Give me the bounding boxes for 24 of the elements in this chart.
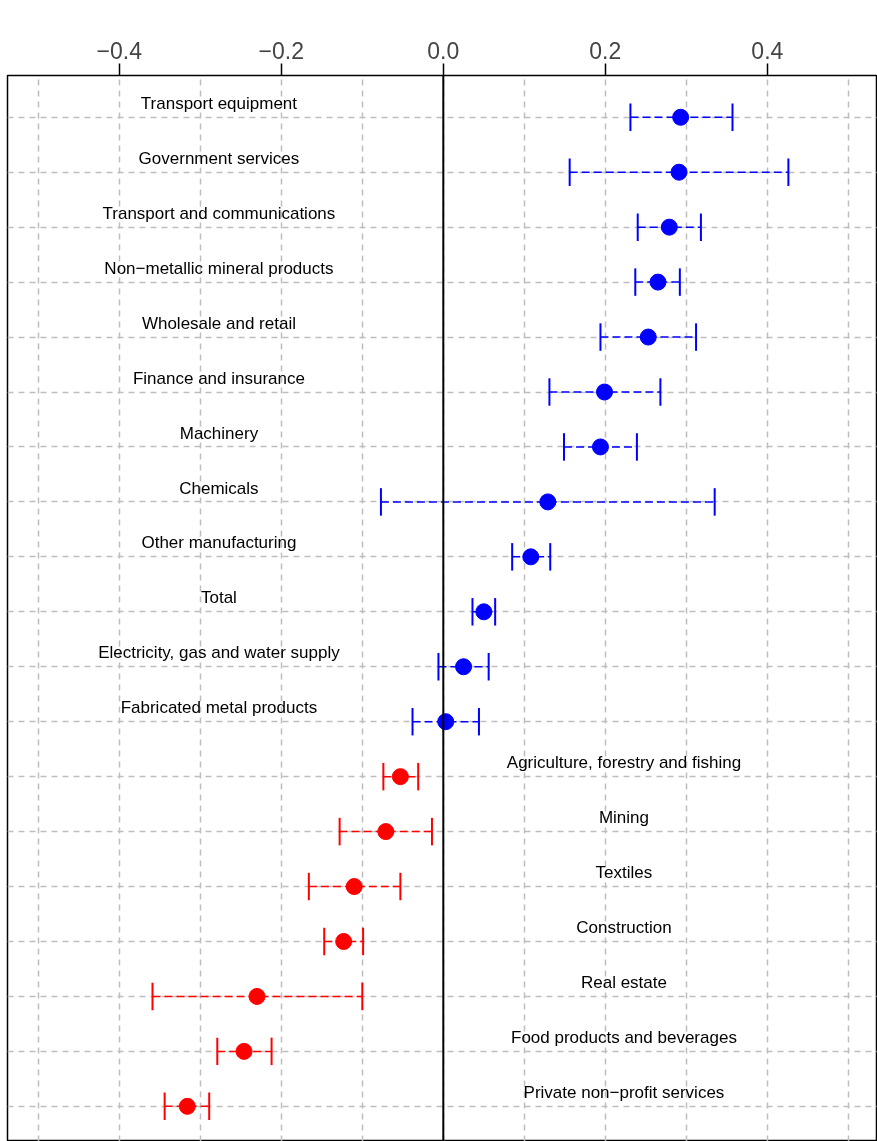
x-tick-label: 0.4: [751, 37, 784, 64]
y-tick-label: Food products and beverages: [511, 1027, 737, 1047]
y-tick-label: Transport equipment: [140, 93, 298, 113]
y-tick-label: Machinery: [179, 423, 259, 443]
y-tick-label: Government services: [138, 148, 300, 168]
x-tick-label: 0.0: [427, 37, 460, 64]
y-tick-label: Real estate: [580, 973, 667, 993]
y-tick-label: Fabricated metal products: [120, 698, 318, 718]
y-tick-label: Wholesale and retail: [141, 313, 296, 333]
y-tick-label: Mining: [598, 808, 650, 828]
y-tick-label: Construction: [576, 918, 672, 938]
y-tick-label: Textiles: [595, 863, 653, 883]
x-tick-label: 0.2: [589, 37, 622, 64]
y-tick-label: Chemicals: [179, 478, 259, 498]
x-tick-label: −0.2: [258, 37, 304, 64]
y-tick-label: Finance and insurance: [132, 368, 305, 388]
y-tick-label: Electricity, gas and water supply: [98, 643, 341, 663]
y-tick-label: Agriculture, forestry and fishing: [506, 753, 742, 773]
x-tick-label: −0.4: [96, 37, 143, 64]
y-tick-label: Other manufacturing: [141, 533, 297, 553]
y-tick-label: Non−metallic mineral products: [104, 258, 334, 278]
y-tick-label: Total: [200, 588, 237, 608]
y-tick-label: Private non−profit services: [523, 1082, 725, 1102]
y-tick-label: Transport and communications: [102, 203, 336, 223]
